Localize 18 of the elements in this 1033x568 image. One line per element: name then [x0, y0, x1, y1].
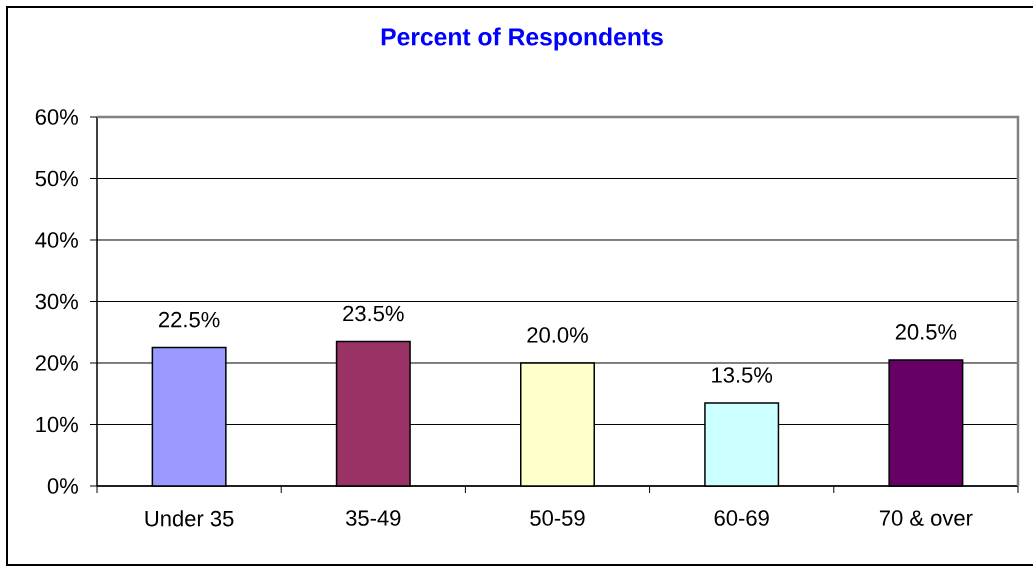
y-tick-label: 30% — [35, 293, 78, 310]
data-label: 22.5% — [159, 311, 220, 328]
y-tick-label: 0% — [47, 478, 78, 494]
data-label: 20.0% — [527, 327, 588, 343]
x-tick-label: 50-59 — [530, 510, 585, 526]
chart-title: Percent of Respondents — [381, 27, 663, 51]
x-tick-label: 35-49 — [346, 510, 401, 526]
data-label: 13.5% — [712, 367, 773, 383]
y-tick-label: 50% — [35, 170, 78, 187]
y-tick-label: 60% — [35, 109, 78, 125]
y-tick-label: 20% — [35, 355, 78, 371]
x-tick-label: Under 35 — [145, 510, 234, 527]
data-label: 23.5% — [343, 305, 404, 322]
x-tick-label: 70 & over — [879, 510, 973, 526]
y-tick-label: 10% — [36, 416, 78, 433]
data-label: 20.5% — [895, 324, 957, 340]
y-tick-label: 40% — [35, 232, 78, 248]
x-tick-label: 60-69 — [714, 510, 769, 526]
